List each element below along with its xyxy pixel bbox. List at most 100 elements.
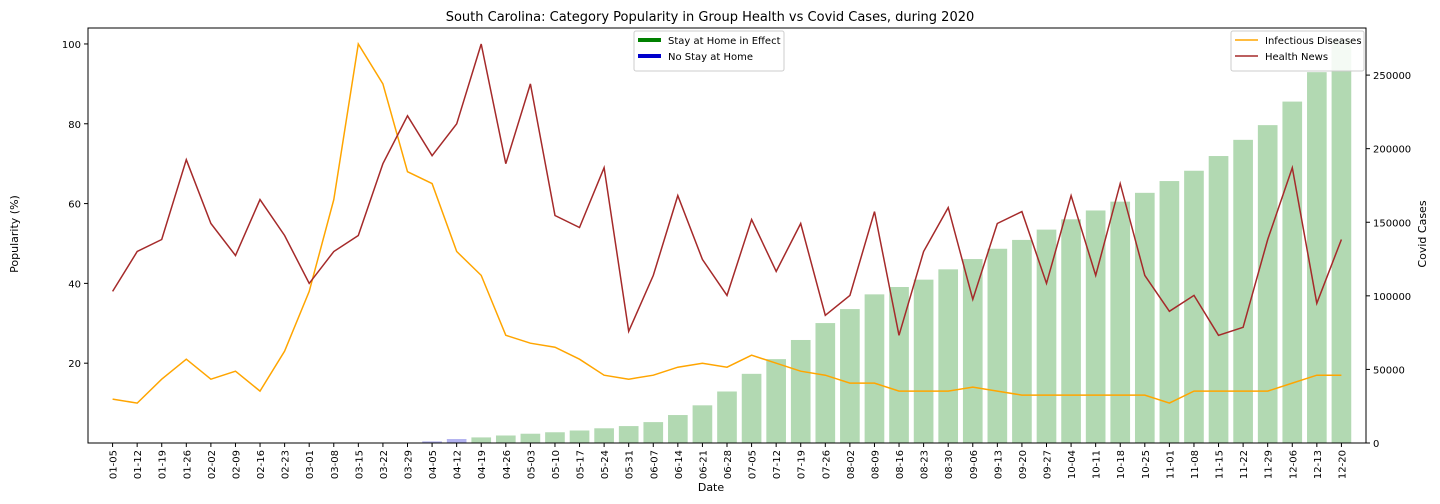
covid-case-bar — [1036, 229, 1057, 443]
x-tick-label: 03-29 — [404, 450, 415, 479]
covid-case-bar — [471, 437, 492, 443]
x-tick-label: 10-25 — [1141, 450, 1152, 479]
covid-case-bar — [987, 248, 1008, 443]
x-tick-label: 12-13 — [1313, 450, 1324, 479]
x-tick-label: 09-13 — [993, 450, 1004, 479]
x-axis-label: Date — [698, 481, 725, 494]
series-line-infectious-diseases — [112, 41, 1342, 404]
x-tick-label: 05-24 — [600, 450, 611, 479]
x-tick-label: 08-09 — [870, 450, 881, 479]
covid-case-bar — [962, 259, 983, 443]
x-tick-label: 06-28 — [723, 450, 734, 479]
y2-axis-label: Covid Cases — [1416, 200, 1429, 267]
covid-case-bar — [889, 287, 909, 443]
covid-case-bar — [446, 439, 467, 443]
x-tick-label: 01-05 — [109, 450, 120, 479]
x-tick-label: 10-11 — [1092, 450, 1103, 479]
covid-case-bar — [938, 269, 959, 443]
x-tick-label: 04-19 — [477, 450, 488, 479]
x-tick-label: 02-09 — [231, 450, 242, 479]
y-tick-label: 20 — [68, 359, 81, 370]
covid-case-bar — [840, 309, 860, 443]
y2-tick-label: 100000 — [1373, 292, 1411, 303]
x-tick-label: 11-15 — [1215, 450, 1226, 479]
axes: 20 40 60 80 100 0 50000 100000 150000 200000 25000… — [62, 27, 1411, 479]
covid-case-bar — [1233, 139, 1253, 443]
x-tick-label: 01-19 — [158, 450, 169, 479]
covid-case-bar — [1085, 210, 1106, 443]
popularity-lines — [111, 41, 1343, 404]
covid-case-bar — [422, 441, 442, 443]
x-tick-label: 12-06 — [1288, 450, 1299, 479]
x-tick-label: 07-19 — [797, 450, 808, 479]
x-tick-label: 06-21 — [698, 450, 709, 479]
covid-case-bar — [1061, 219, 1081, 443]
x-tick-label: 03-08 — [330, 450, 341, 479]
x-tick-label: 09-06 — [969, 450, 980, 479]
x-tick-label: 01-12 — [133, 450, 144, 479]
covid-case-bar — [1257, 125, 1278, 444]
covid-case-bar — [741, 373, 762, 443]
x-tick-label: 05-10 — [551, 450, 562, 479]
y2-tick-label: 250000 — [1373, 71, 1411, 82]
x-tick-label: 07-05 — [748, 450, 759, 479]
x-tick-label: 08-23 — [920, 450, 931, 479]
x-tick-label: 08-30 — [944, 450, 955, 479]
covid-case-bars — [397, 39, 1352, 444]
covid-case-bar — [766, 359, 786, 443]
covid-case-bar — [520, 433, 541, 443]
x-tick-label: 02-16 — [256, 450, 267, 479]
y-tick-label: 100 — [62, 40, 81, 51]
covid-case-bar — [1184, 170, 1204, 443]
x-tick-label: 05-31 — [625, 450, 636, 479]
covid-case-bar — [692, 405, 713, 443]
y-axis-label: Popularity (%) — [8, 195, 21, 273]
x-tick-label: 06-14 — [674, 450, 685, 479]
covid-case-bar — [1134, 192, 1155, 443]
series-line-health-news — [111, 43, 1343, 337]
y-tick-label: 80 — [68, 120, 81, 131]
y2-tick-label: 200000 — [1373, 145, 1411, 156]
covid-case-bar — [495, 435, 516, 443]
legend-label: Health News — [1265, 52, 1328, 63]
covid-case-bar — [1110, 201, 1131, 443]
x-tick-label: 09-27 — [1043, 450, 1054, 479]
x-tick-label: 06-07 — [649, 450, 660, 479]
x-tick-label: 11-22 — [1239, 450, 1250, 479]
covid-case-bar — [545, 432, 565, 443]
covid-case-bar — [815, 323, 836, 443]
x-tick-label: 11-01 — [1165, 450, 1176, 479]
y2-tick-label: 150000 — [1373, 218, 1411, 229]
covid-case-bar — [790, 339, 811, 443]
x-tick-label: 10-18 — [1116, 450, 1127, 479]
x-tick-label: 07-12 — [772, 450, 783, 479]
covid-case-bar — [1012, 239, 1032, 443]
y2-tick-label: 50000 — [1373, 365, 1405, 376]
covid-case-bar — [717, 391, 737, 443]
x-tick-label: 08-16 — [895, 450, 906, 479]
covid-case-bar — [618, 426, 639, 443]
legend-box — [1230, 30, 1365, 72]
covid-case-bar — [913, 279, 934, 443]
x-tick-label: 03-15 — [354, 450, 365, 479]
x-tick-label: 07-26 — [821, 450, 832, 479]
covid-case-bar — [1208, 156, 1229, 443]
x-tick-label: 04-12 — [453, 450, 464, 479]
covid-case-bar — [594, 428, 614, 443]
x-tick-label: 08-02 — [846, 450, 857, 479]
x-tick-label: 09-20 — [1018, 450, 1029, 479]
x-tick-label: 10-04 — [1067, 450, 1078, 479]
x-tick-label: 05-17 — [576, 450, 587, 479]
legend-label: Infectious Diseases — [1265, 36, 1362, 47]
y-tick-label: 40 — [68, 279, 81, 290]
y-tick-label: 60 — [68, 200, 81, 211]
x-tick-label: 04-26 — [502, 450, 513, 479]
legend-label: Stay at Home in Effect — [668, 36, 781, 47]
x-tick-label: 02-02 — [207, 450, 218, 479]
x-tick-label: 01-26 — [182, 450, 193, 479]
covid-case-bar — [643, 422, 664, 443]
covid-case-bar — [864, 294, 885, 443]
x-tick-label: 11-29 — [1264, 450, 1275, 479]
legend-box — [633, 30, 785, 72]
chart-title: South Carolina: Category Popularity in G… — [446, 10, 975, 25]
